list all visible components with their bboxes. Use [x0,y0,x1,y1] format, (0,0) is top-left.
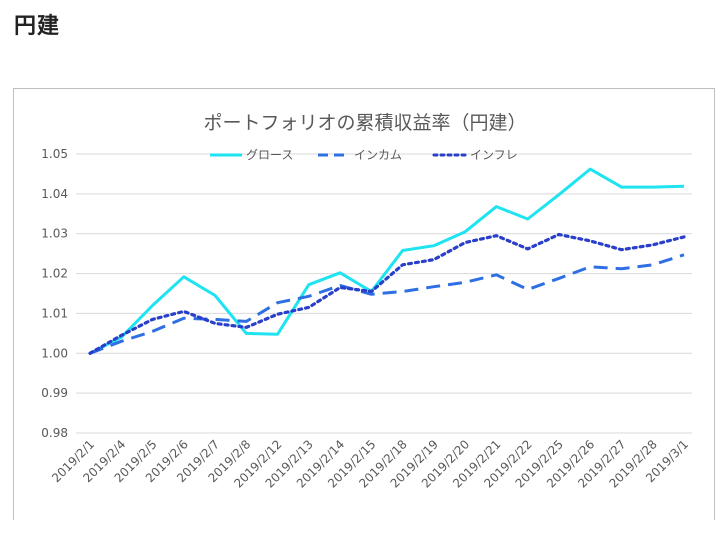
y-tick-label: 1.00 [41,346,68,360]
series-line-2 [89,253,685,355]
chart-title: ポートフォリオの累積収益率（円建） [203,112,526,134]
y-tick-label: 1.02 [41,267,68,281]
line-chart: ポートフォリオの累積収益率（円建） 0.98 0.99 1.00 1.01 1.02 1.… [41,112,692,491]
legend: グロース インカム インフレ [210,148,518,162]
y-axis: 0.98 0.99 1.00 1.01 1.02 1.03 1.04 1.05 [41,147,68,440]
legend-label-3: インフレ [470,148,518,162]
y-tick-label: 1.05 [41,147,68,161]
chart-frame: ポートフォリオの累積収益率（円建） 0.98 0.99 1.00 1.01 1.02 1.… [13,88,715,520]
y-tick-label: 0.99 [41,386,68,400]
y-tick-label: 1.01 [41,306,68,320]
legend-label-2: インカム [354,148,402,162]
section-heading: 円建 [14,14,61,39]
legend-label-1: グロース [246,148,293,162]
x-axis: 2019/2/12019/2/42019/2/52019/2/62019/2/7… [49,437,691,490]
series-line-3 [88,232,686,355]
series-lines [88,167,686,355]
series-line-1 [89,167,685,355]
y-tick-label: 1.03 [41,227,68,241]
y-tick-label: 0.98 [41,426,68,440]
y-tick-label: 1.04 [41,187,68,201]
